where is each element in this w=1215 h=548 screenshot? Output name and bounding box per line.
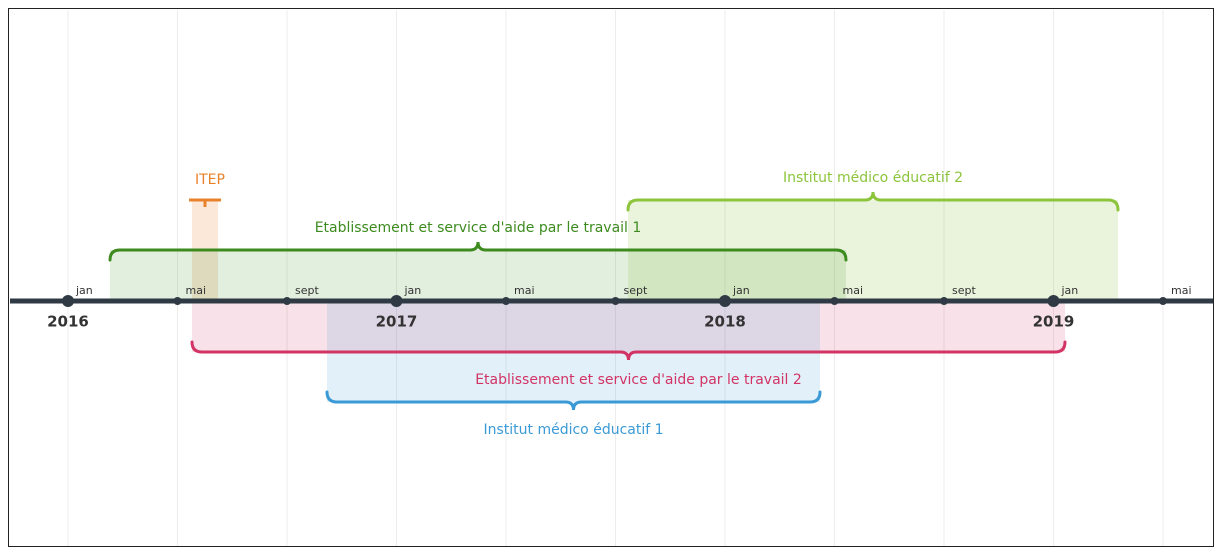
period-label: Etablissement et service d'aide par le t… — [315, 220, 642, 236]
tick-dot — [1159, 297, 1167, 305]
period-area — [110, 250, 846, 301]
tick-dot — [611, 297, 620, 305]
tick-dot — [719, 295, 731, 307]
period-bracket — [108, 241, 848, 262]
month-label: mai — [514, 284, 535, 297]
month-label: mai — [186, 284, 207, 297]
tick-dot — [1047, 295, 1060, 307]
period-label: ITEP — [195, 172, 225, 188]
month-label: jan — [404, 284, 422, 297]
tick-dot — [283, 297, 291, 305]
tick-dot — [502, 297, 510, 305]
period-bracket — [190, 340, 1067, 361]
tick-dot — [62, 295, 74, 307]
period-label: Etablissement et service d'aide par le t… — [475, 372, 802, 388]
tick-dot — [830, 297, 839, 305]
month-label: mai — [843, 284, 864, 297]
month-label: sept — [295, 284, 319, 297]
month-label: jan — [1061, 284, 1079, 297]
frame — [8, 8, 1214, 547]
year-label: 2016 — [47, 313, 89, 331]
year-label: 2017 — [376, 313, 418, 331]
period-label: Institut médico éducatif 2 — [783, 170, 963, 186]
month-label: jan — [75, 284, 93, 297]
year-label: 2018 — [704, 313, 746, 331]
month-label: mai — [1171, 284, 1192, 297]
period-bracket — [626, 191, 1120, 212]
month-label: sept — [624, 284, 648, 297]
year-label: 2019 — [1033, 313, 1075, 331]
tick-dot — [390, 295, 403, 307]
tick-dot — [940, 297, 948, 305]
month-label: sept — [952, 284, 976, 297]
period-label: Institut médico éducatif 1 — [483, 422, 663, 438]
period-bracket — [189, 198, 221, 207]
tick-dot — [173, 297, 182, 305]
month-label: jan — [732, 284, 750, 297]
period-area — [192, 301, 1065, 352]
period-bracket — [325, 390, 822, 411]
